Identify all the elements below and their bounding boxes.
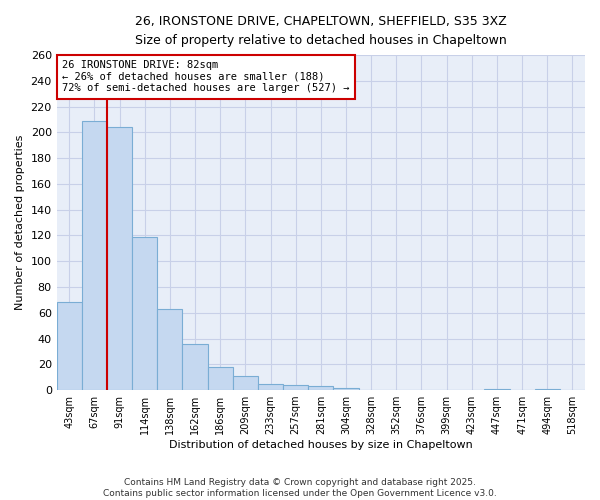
- Bar: [233, 376, 258, 390]
- Text: Contains HM Land Registry data © Crown copyright and database right 2025.
Contai: Contains HM Land Registry data © Crown c…: [103, 478, 497, 498]
- X-axis label: Distribution of detached houses by size in Chapeltown: Distribution of detached houses by size …: [169, 440, 473, 450]
- Bar: [484, 389, 509, 390]
- Title: 26, IRONSTONE DRIVE, CHAPELTOWN, SHEFFIELD, S35 3XZ
Size of property relative to: 26, IRONSTONE DRIVE, CHAPELTOWN, SHEFFIE…: [135, 15, 507, 47]
- Bar: [56, 302, 82, 390]
- Bar: [182, 344, 208, 390]
- Bar: [208, 367, 233, 390]
- Bar: [132, 237, 157, 390]
- Bar: [308, 386, 334, 390]
- Bar: [283, 385, 308, 390]
- Bar: [82, 121, 107, 390]
- Bar: [334, 388, 359, 390]
- Y-axis label: Number of detached properties: Number of detached properties: [15, 135, 25, 310]
- Bar: [258, 384, 283, 390]
- Bar: [157, 309, 182, 390]
- Text: 26 IRONSTONE DRIVE: 82sqm
← 26% of detached houses are smaller (188)
72% of semi: 26 IRONSTONE DRIVE: 82sqm ← 26% of detac…: [62, 60, 349, 94]
- Bar: [535, 389, 560, 390]
- Bar: [107, 128, 132, 390]
